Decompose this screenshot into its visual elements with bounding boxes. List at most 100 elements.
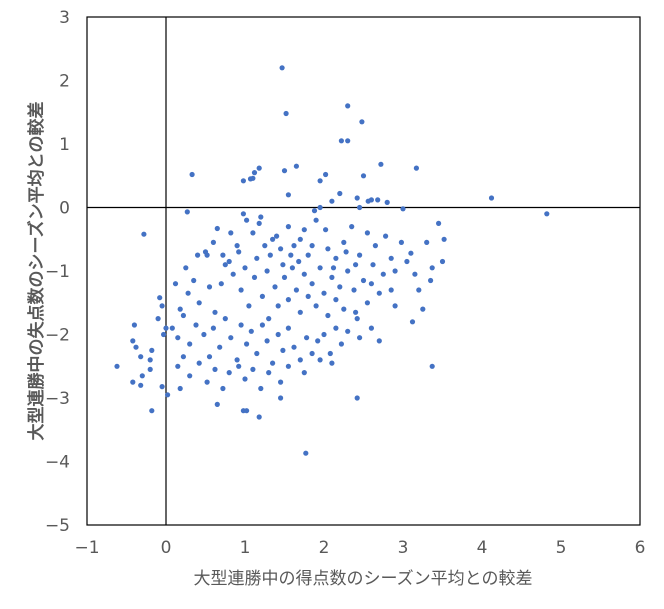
data-point xyxy=(262,243,268,249)
data-point xyxy=(305,293,311,299)
data-point xyxy=(329,360,335,366)
y-tick-label: 3 xyxy=(59,8,70,28)
data-point xyxy=(159,384,165,390)
data-point xyxy=(317,178,323,184)
data-point xyxy=(333,255,339,261)
data-point xyxy=(275,331,281,338)
data-point xyxy=(278,395,284,401)
data-point xyxy=(404,258,410,265)
data-point xyxy=(159,303,165,309)
data-point xyxy=(228,230,234,236)
data-point xyxy=(280,347,286,353)
data-point xyxy=(364,230,370,236)
data-point xyxy=(256,220,262,226)
data-point xyxy=(420,306,426,312)
data-point xyxy=(337,284,343,290)
data-point xyxy=(274,233,280,239)
data-point xyxy=(157,295,163,301)
data-point xyxy=(130,379,136,385)
data-point xyxy=(333,325,339,331)
data-point xyxy=(429,265,435,271)
data-point xyxy=(217,344,223,350)
data-point xyxy=(357,252,363,258)
data-point xyxy=(337,190,343,197)
data-point xyxy=(368,197,374,203)
data-point xyxy=(301,370,307,376)
data-point xyxy=(163,325,169,331)
data-point xyxy=(315,338,321,344)
data-point xyxy=(441,236,447,242)
x-tick-label: 1 xyxy=(240,538,251,558)
data-point xyxy=(259,293,265,299)
data-point xyxy=(285,192,291,198)
data-point xyxy=(436,220,442,226)
data-point xyxy=(368,325,374,331)
data-point xyxy=(244,341,250,347)
data-point xyxy=(234,243,240,249)
data-point xyxy=(378,161,384,167)
data-point xyxy=(183,265,189,271)
data-point xyxy=(285,325,291,331)
data-point xyxy=(226,370,232,376)
data-point xyxy=(313,217,319,223)
data-point xyxy=(264,338,270,344)
data-point xyxy=(330,265,337,271)
y-tick-label: 2 xyxy=(59,72,70,92)
data-point xyxy=(244,217,250,223)
data-point xyxy=(323,171,329,178)
data-point xyxy=(297,236,303,242)
data-point xyxy=(360,277,367,284)
data-point xyxy=(270,236,276,242)
data-point xyxy=(187,341,193,347)
data-point xyxy=(296,258,302,265)
data-point xyxy=(289,265,295,271)
data-point xyxy=(256,414,262,420)
data-point xyxy=(147,366,153,372)
x-tick-label: 5 xyxy=(556,538,567,558)
data-point xyxy=(345,103,351,109)
data-point xyxy=(264,268,270,274)
data-point xyxy=(311,208,318,214)
data-point xyxy=(175,363,181,369)
data-point xyxy=(400,206,406,212)
data-point xyxy=(244,408,250,414)
data-point xyxy=(321,331,327,338)
data-point xyxy=(242,376,248,382)
data-point xyxy=(189,171,195,178)
data-point xyxy=(338,138,344,144)
data-point xyxy=(351,287,357,293)
data-point xyxy=(309,281,315,287)
x-tick-label: −1 xyxy=(74,538,99,558)
data-point xyxy=(327,350,333,357)
data-point xyxy=(138,354,144,360)
data-point xyxy=(375,197,381,203)
data-point xyxy=(149,347,155,353)
data-point xyxy=(266,370,272,376)
x-tick-label: 6 xyxy=(635,538,646,558)
data-point xyxy=(370,262,376,268)
x-axis-ticks: −1 0 1 2 3 4 5 6 xyxy=(74,538,645,558)
data-point xyxy=(359,119,365,125)
data-point xyxy=(317,265,323,271)
data-point xyxy=(220,385,226,392)
data-point xyxy=(309,243,315,249)
data-point xyxy=(177,306,183,312)
data-point xyxy=(353,262,359,268)
data-point xyxy=(488,195,495,201)
data-point xyxy=(376,290,382,296)
data-point xyxy=(317,204,323,211)
data-point xyxy=(317,357,323,363)
data-point xyxy=(240,178,246,184)
x-tick-label: 4 xyxy=(477,538,488,558)
x-tick-label: 0 xyxy=(161,538,172,558)
data-point xyxy=(193,322,199,328)
data-point xyxy=(272,284,278,290)
data-point xyxy=(329,274,335,280)
data-point xyxy=(201,331,207,338)
y-axis-label: 大型連勝中の失点数のシーズン平均との較差 xyxy=(26,102,47,441)
data-point xyxy=(278,379,284,385)
data-point xyxy=(285,224,291,230)
data-point xyxy=(293,163,299,169)
data-point xyxy=(333,297,339,303)
data-point xyxy=(242,265,248,271)
